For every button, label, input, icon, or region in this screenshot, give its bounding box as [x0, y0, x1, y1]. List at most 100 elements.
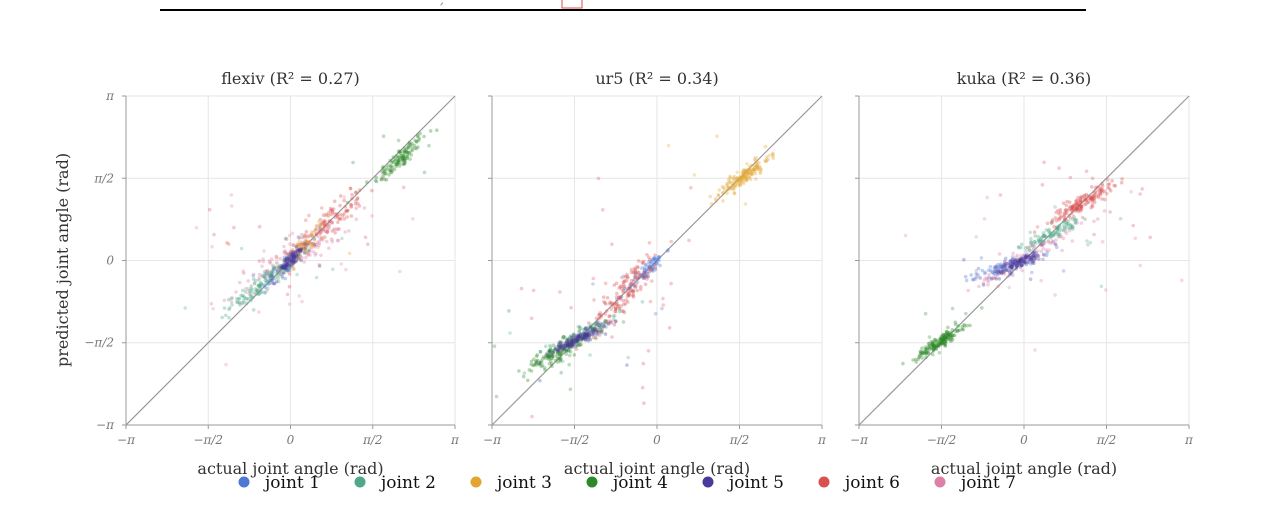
data-point [617, 295, 621, 300]
data-point [926, 351, 930, 355]
data-point [934, 347, 938, 351]
data-point [1003, 265, 1007, 270]
data-point [1028, 253, 1032, 258]
data-point [407, 150, 411, 155]
data-point [554, 347, 558, 352]
data-point [617, 309, 622, 314]
data-point [944, 332, 948, 337]
data-point [1036, 234, 1040, 239]
data-point [1086, 200, 1091, 205]
data-point [561, 345, 565, 350]
data-point [286, 267, 290, 271]
data-point [644, 274, 648, 279]
data-point [960, 324, 964, 329]
data-point [1027, 248, 1032, 253]
data-point [753, 158, 757, 163]
data-point [345, 209, 350, 213]
data-point [570, 345, 575, 349]
data-point [1010, 255, 1015, 259]
data-point [1103, 288, 1108, 292]
data-point [939, 336, 944, 341]
data-point [406, 145, 411, 149]
data-point [993, 276, 997, 280]
data-point [661, 303, 665, 307]
data-point [410, 148, 415, 152]
data-point [569, 305, 573, 310]
data-point [370, 188, 374, 193]
data-point [1068, 223, 1073, 227]
data-point [297, 244, 301, 249]
data-point [940, 337, 944, 342]
data-point [1031, 242, 1035, 246]
data-point [642, 269, 647, 273]
data-point [589, 328, 594, 333]
data-point [386, 163, 391, 168]
data-point [1106, 185, 1110, 190]
data-point [551, 348, 556, 353]
data-point [1055, 230, 1059, 234]
data-point [764, 159, 768, 164]
data-point [645, 253, 649, 257]
data-point [284, 265, 288, 270]
data-point [405, 153, 410, 158]
data-point [1003, 256, 1008, 261]
legend-item-joint-2: joint 2 [354, 473, 436, 493]
data-point [1028, 262, 1033, 266]
data-point [1068, 200, 1072, 205]
data-point [405, 156, 410, 160]
data-point [930, 343, 934, 348]
data-point [617, 307, 622, 311]
data-point [573, 339, 578, 343]
data-point [265, 268, 270, 273]
data-point [1138, 263, 1142, 268]
data-point [1046, 238, 1050, 243]
data-point [1072, 214, 1076, 219]
data-point [1014, 255, 1018, 259]
data-point [1057, 233, 1061, 237]
data-point [1030, 243, 1035, 247]
data-point [626, 355, 630, 360]
data-point [296, 244, 300, 248]
data-point [1017, 261, 1022, 266]
data-point [257, 283, 261, 287]
data-point [1093, 185, 1098, 190]
data-point [1032, 254, 1036, 259]
data-point [572, 342, 576, 346]
data-point [539, 364, 543, 369]
data-point [549, 352, 554, 357]
data-point [402, 156, 407, 160]
data-point [998, 269, 1003, 274]
data-point [1058, 208, 1063, 212]
data-point [618, 297, 622, 301]
data-point [631, 295, 636, 299]
data-point [287, 262, 291, 267]
data-point [1008, 270, 1012, 275]
data-point [584, 332, 588, 337]
data-point [1035, 225, 1040, 229]
data-point [400, 156, 405, 161]
data-point [641, 274, 645, 279]
x-tick-label: −π/2 [927, 433, 957, 447]
data-point [1013, 261, 1018, 266]
data-point [558, 345, 563, 349]
data-point [599, 329, 604, 333]
data-point [590, 332, 594, 337]
data-point [615, 304, 620, 309]
data-point [284, 266, 288, 271]
data-point [1025, 245, 1030, 250]
data-point [641, 276, 646, 281]
data-point [285, 252, 290, 256]
data-point [598, 322, 603, 327]
data-point [1032, 239, 1037, 244]
data-point [940, 341, 944, 345]
data-point [278, 271, 282, 275]
data-point [262, 283, 267, 288]
data-point [574, 338, 578, 342]
data-point [736, 183, 740, 187]
data-point [600, 327, 605, 332]
data-point [934, 339, 938, 343]
data-point [572, 332, 576, 336]
data-point [335, 238, 340, 243]
data-point [548, 349, 552, 353]
data-point [622, 280, 626, 284]
